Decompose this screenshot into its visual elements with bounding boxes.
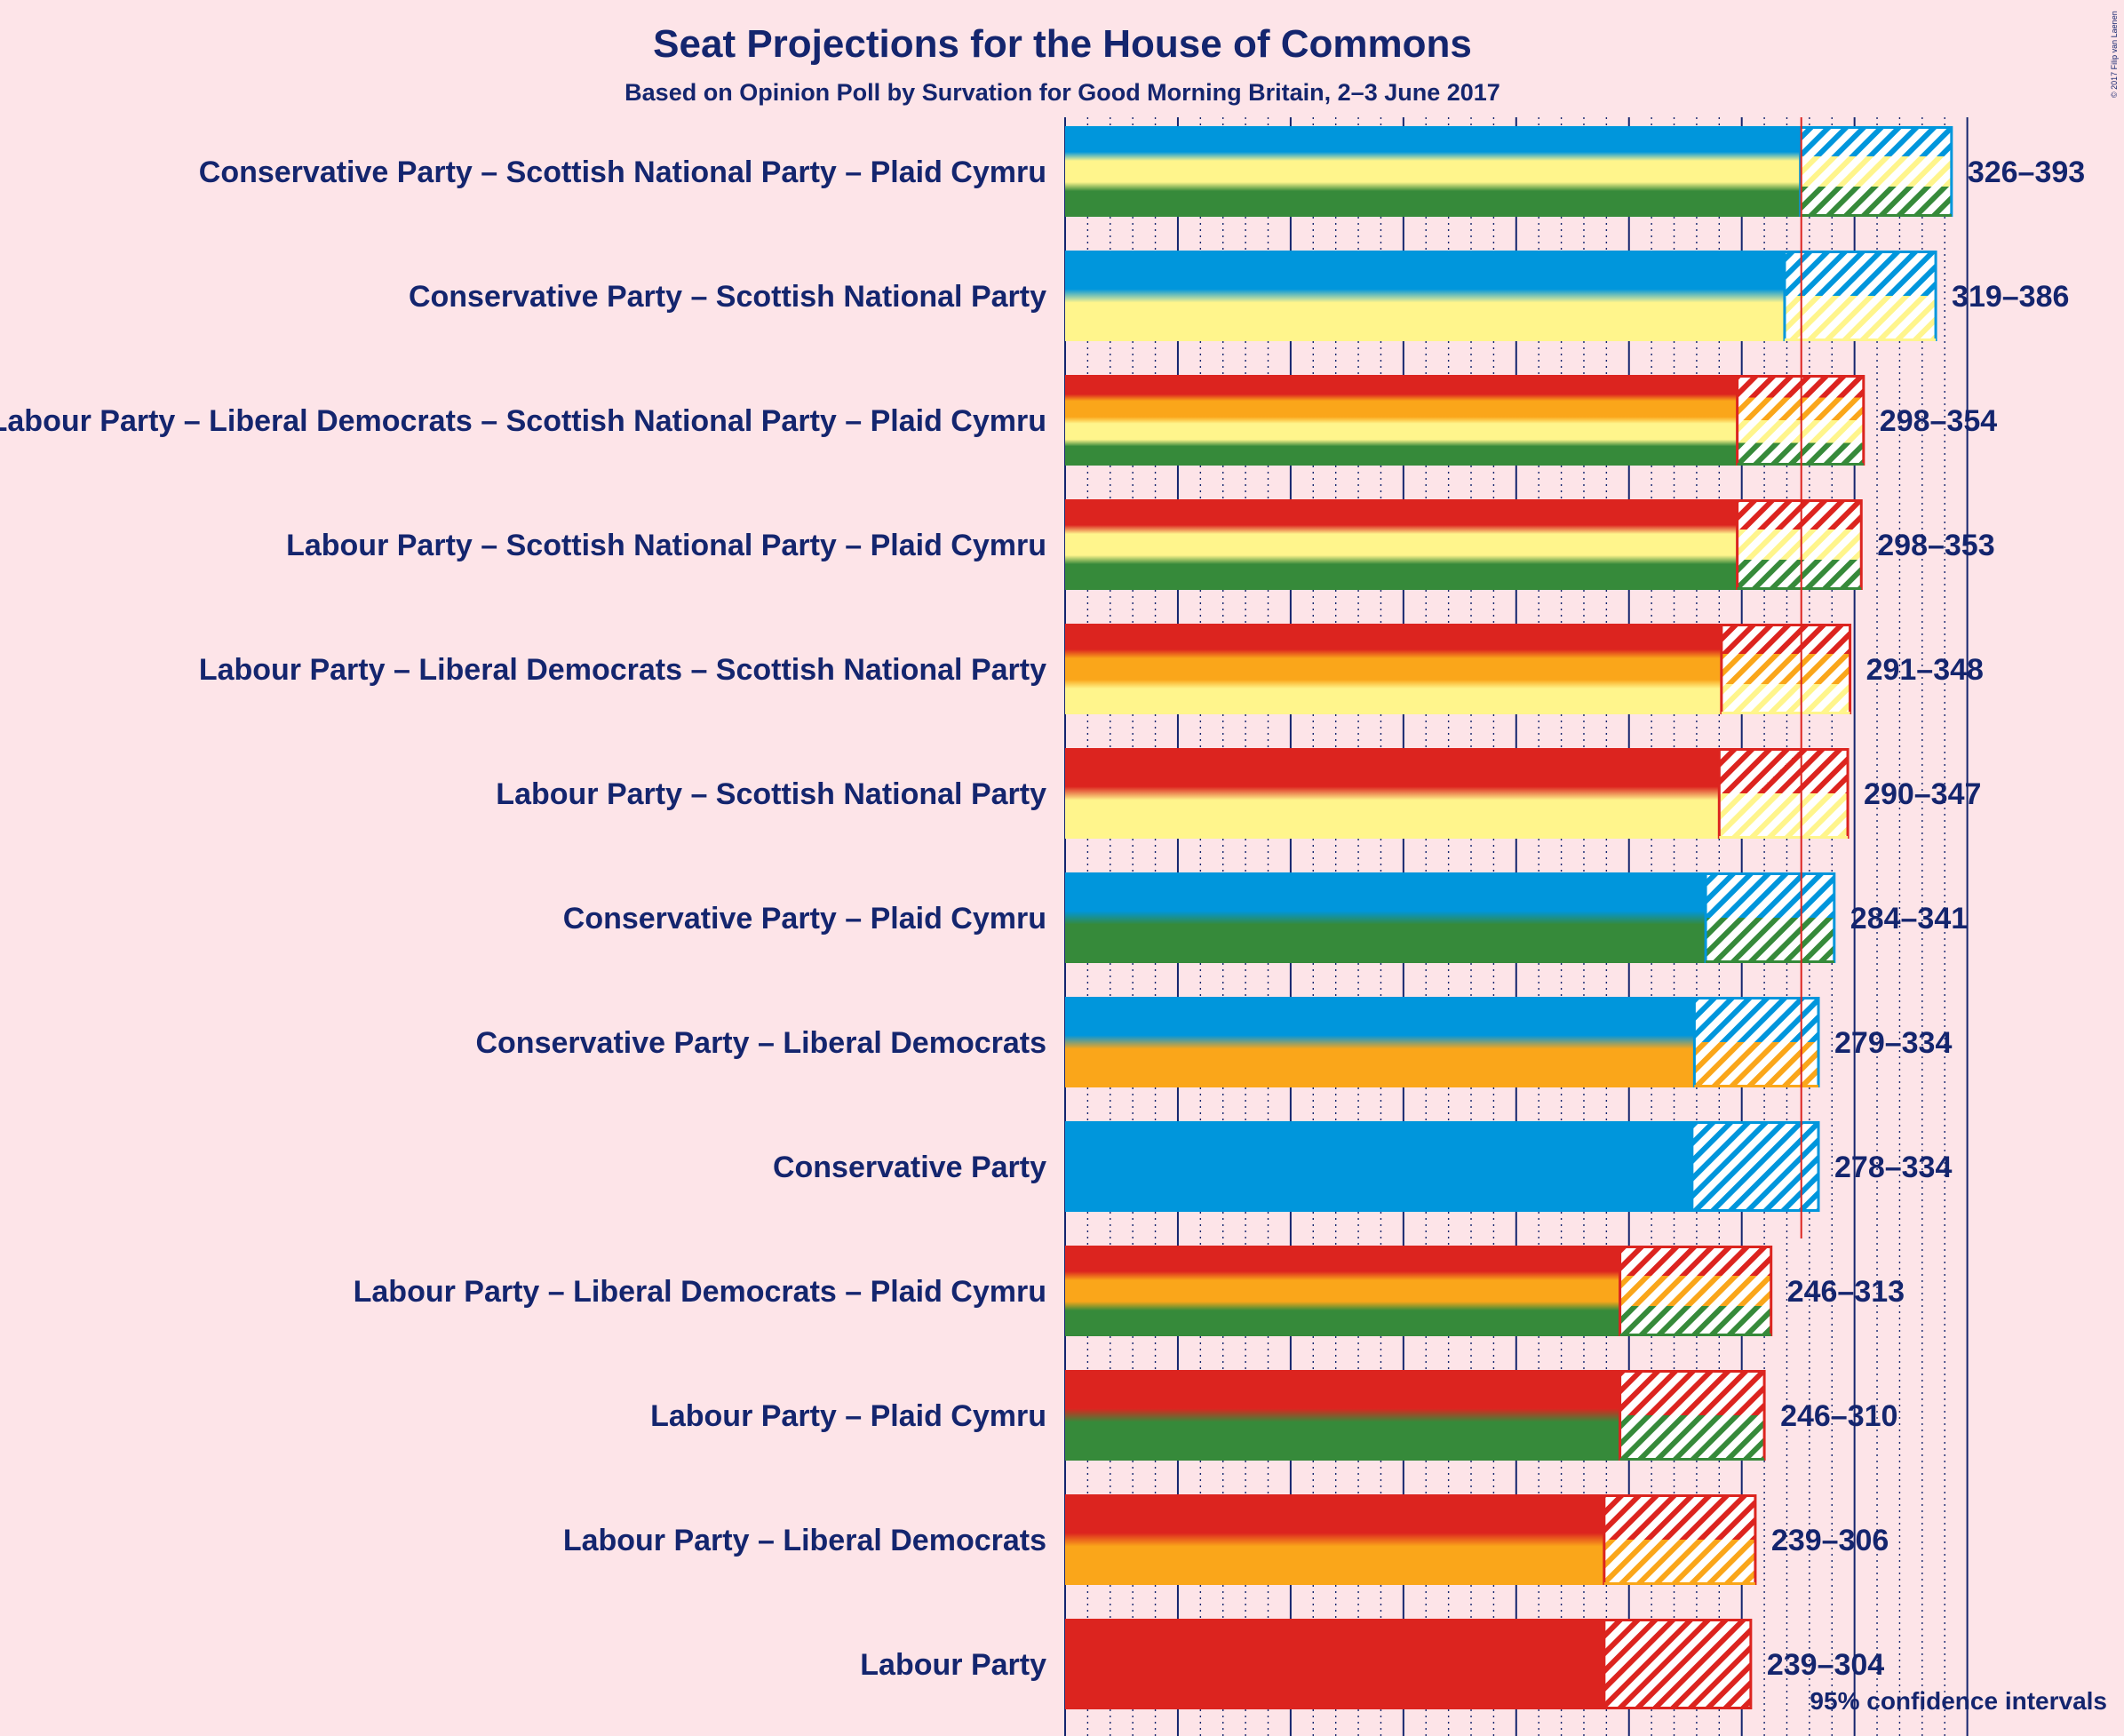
bar-interval-scottish-national-party bbox=[1719, 793, 1849, 839]
range-label: 298–354 bbox=[1880, 404, 1997, 438]
bar-solid bbox=[1065, 251, 1785, 341]
range-label: 278–334 bbox=[1834, 1151, 1952, 1184]
bar-interval-scottish-national-party bbox=[1721, 684, 1850, 714]
row-label-labour-party-scottish-national-party-plaid-cymru: Labour Party – Scottish National Party –… bbox=[286, 529, 1046, 562]
chart-title: Seat Projections for the House of Common… bbox=[653, 22, 1472, 66]
bar-interval-conservative-party bbox=[1694, 997, 1819, 1042]
bar-solid bbox=[1065, 872, 1706, 963]
range-label: 239–304 bbox=[1767, 1648, 1884, 1682]
bar-interval-scottish-national-party bbox=[1784, 296, 1937, 341]
bar-solid bbox=[1065, 499, 1738, 590]
bar-solid bbox=[1065, 748, 1720, 839]
bar-group-labour-party-liberal-democrats-scottish-national-party-plaid-cymru bbox=[1065, 375, 1865, 466]
bar-interval-outline bbox=[1690, 1121, 1820, 1212]
bar-solid bbox=[1065, 1370, 1620, 1461]
bar-group-labour-party-scottish-national-party bbox=[1065, 748, 1850, 839]
row-label-labour-party: Labour Party bbox=[860, 1648, 1046, 1682]
bar-solid bbox=[1065, 375, 1738, 466]
bar-group-conservative-party bbox=[1065, 1121, 1820, 1212]
row-label-labour-party-scottish-national-party: Labour Party – Scottish National Party bbox=[496, 777, 1046, 811]
bar-interval-labour-party bbox=[1619, 1370, 1765, 1415]
bar-interval-outline bbox=[1603, 1619, 1753, 1709]
labels-layer: Conservative Party – Scottish National P… bbox=[0, 155, 2085, 1682]
bar-interval-liberal-democrats bbox=[1694, 1042, 1819, 1087]
row-label-conservative-party-plaid-cymru: Conservative Party – Plaid Cymru bbox=[563, 902, 1046, 936]
row-label-conservative-party-scottish-national-party-plaid-cymru: Conservative Party – Scottish National P… bbox=[199, 155, 1046, 189]
bar-interval-scottish-national-party bbox=[1800, 156, 1952, 187]
bar-interval-plaid-cymru bbox=[1619, 1415, 1765, 1461]
bar-group-conservative-party-liberal-democrats bbox=[1065, 997, 1820, 1087]
bar-group-labour-party-liberal-democrats-scottish-national-party bbox=[1065, 624, 1852, 714]
bar-group-conservative-party-scottish-national-party bbox=[1065, 251, 1937, 341]
range-label: 284–341 bbox=[1850, 902, 1968, 936]
row-label-labour-party-liberal-democrats: Labour Party – Liberal Democrats bbox=[563, 1524, 1046, 1557]
bar-interval-plaid-cymru bbox=[1737, 442, 1864, 466]
row-label-conservative-party: Conservative Party bbox=[773, 1151, 1046, 1184]
bar-interval-plaid-cymru bbox=[1800, 187, 1952, 217]
bar-interval-conservative-party bbox=[1784, 251, 1937, 296]
bar-solid bbox=[1065, 1246, 1620, 1336]
bar-interval-scottish-national-party bbox=[1737, 530, 1862, 560]
bar-solid bbox=[1065, 1121, 1692, 1212]
bar-interval-labour-party bbox=[1737, 375, 1864, 398]
range-label: 246–313 bbox=[1787, 1275, 1905, 1309]
bar-group-labour-party-plaid-cymru bbox=[1065, 1370, 1766, 1461]
bar-group-conservative-party-plaid-cymru bbox=[1065, 872, 1836, 963]
bar-solid bbox=[1065, 126, 1801, 217]
copyright-notice: © 2017 Filip van Laenen bbox=[2110, 11, 2119, 98]
bar-interval-plaid-cymru bbox=[1737, 560, 1862, 590]
bar-interval-conservative-party bbox=[1800, 126, 1952, 156]
bar-group-labour-party bbox=[1065, 1619, 1753, 1709]
bar-interval-scottish-national-party bbox=[1737, 420, 1864, 443]
bar-interval-plaid-cymru bbox=[1619, 1306, 1771, 1336]
range-label: 239–306 bbox=[1771, 1524, 1889, 1557]
row-label-labour-party-liberal-democrats-scottish-national-party-plaid-cymru: Labour Party – Liberal Democrats – Scott… bbox=[0, 404, 1046, 438]
bar-interval-plaid-cymru bbox=[1706, 918, 1834, 963]
chart-subtitle: Based on Opinion Poll by Survation for G… bbox=[624, 79, 1500, 106]
range-label: 291–348 bbox=[1866, 653, 1984, 687]
row-label-conservative-party-liberal-democrats: Conservative Party – Liberal Democrats bbox=[475, 1026, 1046, 1060]
bar-interval-conservative-party bbox=[1706, 872, 1834, 918]
footnote: 95% confidence intervals bbox=[1810, 1687, 2107, 1715]
row-label-labour-party-plaid-cymru: Labour Party – Plaid Cymru bbox=[650, 1399, 1046, 1433]
bar-group-conservative-party-scottish-national-party-plaid-cymru bbox=[1065, 126, 1953, 217]
range-label: 326–393 bbox=[1968, 155, 2085, 189]
row-label-labour-party-liberal-democrats-scottish-national-party: Labour Party – Liberal Democrats – Scott… bbox=[199, 653, 1046, 687]
bar-solid bbox=[1065, 1619, 1604, 1709]
bar-interval-liberal-democrats bbox=[1737, 397, 1864, 420]
range-label: 290–347 bbox=[1864, 777, 1981, 811]
bar-interval-labour-party bbox=[1737, 499, 1862, 530]
range-label: 319–386 bbox=[1952, 280, 2069, 314]
bar-interval-labour-party bbox=[1719, 748, 1849, 793]
row-label-labour-party-liberal-democrats-plaid-cymru: Labour Party – Liberal Democrats – Plaid… bbox=[354, 1275, 1046, 1309]
bar-interval-labour-party bbox=[1603, 1619, 1751, 1709]
range-label: 279–334 bbox=[1834, 1026, 1952, 1060]
bar-interval-labour-party bbox=[1619, 1246, 1771, 1276]
bar-interval-conservative-party bbox=[1691, 1121, 1819, 1212]
range-label: 246–310 bbox=[1780, 1399, 1897, 1433]
bar-interval-liberal-democrats bbox=[1721, 654, 1850, 684]
bar-interval-liberal-democrats bbox=[1619, 1276, 1771, 1306]
range-label: 298–353 bbox=[1877, 529, 1994, 562]
bar-interval-labour-party bbox=[1721, 624, 1850, 654]
bar-interval-liberal-democrats bbox=[1603, 1540, 1755, 1585]
bar-group-labour-party-liberal-democrats bbox=[1065, 1494, 1757, 1585]
bar-solid bbox=[1065, 624, 1722, 714]
bar-group-labour-party-liberal-democrats-plaid-cymru bbox=[1065, 1246, 1773, 1336]
row-label-conservative-party-scottish-national-party: Conservative Party – Scottish National P… bbox=[409, 280, 1046, 314]
bar-interval-labour-party bbox=[1603, 1494, 1755, 1540]
bar-solid bbox=[1065, 997, 1695, 1087]
bar-solid bbox=[1065, 1494, 1604, 1585]
bar-group-labour-party-scottish-national-party-plaid-cymru bbox=[1065, 499, 1863, 590]
bars-layer bbox=[1065, 117, 1953, 1709]
